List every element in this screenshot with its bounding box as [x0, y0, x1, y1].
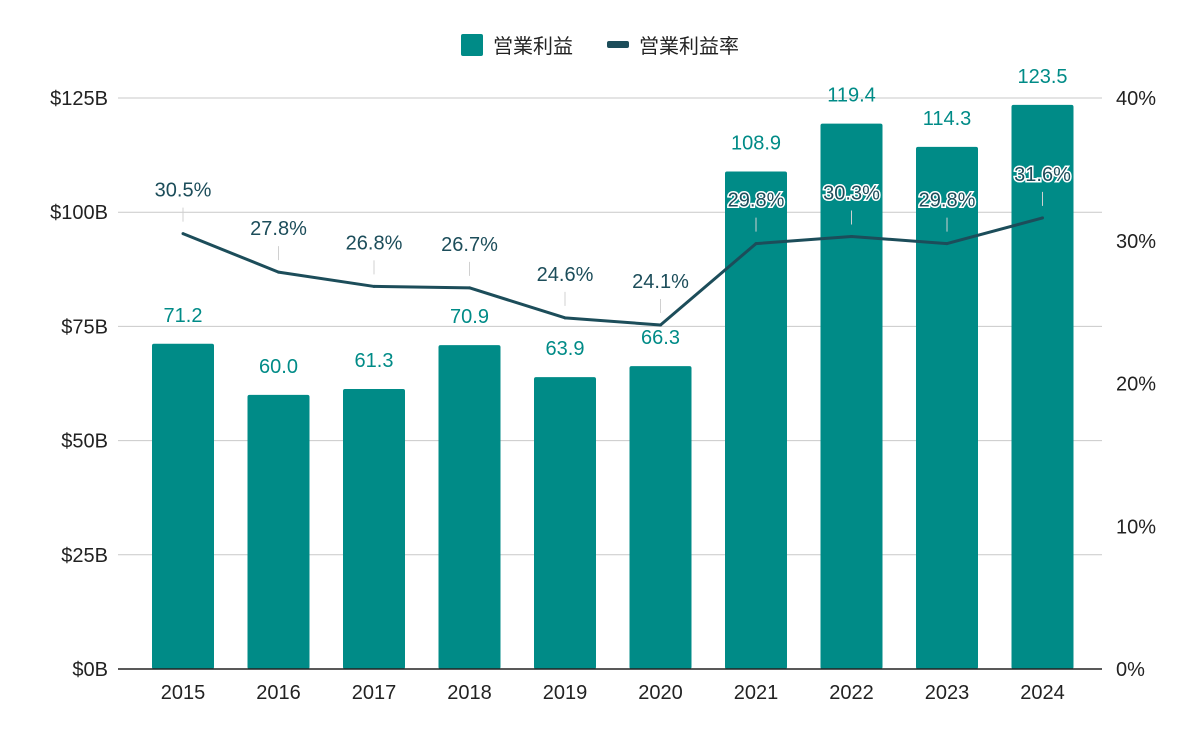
- bar-data-label: 63.9: [546, 338, 585, 360]
- bar: [916, 146, 978, 670]
- y-left-tick-label: $0B: [72, 659, 108, 681]
- line-data-label: 29.8%: [919, 190, 976, 212]
- x-tick-label: 2023: [925, 682, 970, 704]
- line-data-label: 27.8%: [250, 218, 307, 240]
- legend-item-operating-margin: 営業利益率: [607, 30, 739, 59]
- margin-point: [468, 286, 471, 290]
- bar: [152, 343, 214, 669]
- bar-data-label: 66.3: [641, 327, 680, 349]
- bar-data-label: 114.3: [923, 108, 972, 130]
- margin-point: [945, 242, 949, 246]
- x-tick-label: 2020: [638, 682, 683, 704]
- x-tick-label: 2019: [543, 682, 588, 704]
- line-data-label: 26.7%: [441, 234, 498, 256]
- x-tick-label: 2015: [161, 682, 206, 704]
- margin-point: [372, 284, 376, 288]
- margin-point: [850, 234, 853, 238]
- bar: [534, 377, 596, 669]
- margin-point: [659, 323, 662, 327]
- legend-item-operating-profit: 営業利益: [461, 30, 573, 59]
- legend: 営業利益 営業利益率: [0, 30, 1200, 59]
- x-tick-label: 2024: [1020, 682, 1065, 704]
- margin-point: [1041, 216, 1044, 220]
- bar: [438, 345, 501, 669]
- margin-point: [277, 270, 280, 274]
- y-left-tick-label: $75B: [61, 316, 108, 338]
- bar: [629, 366, 692, 669]
- margin-line: [182, 216, 1043, 327]
- x-tick-label: 2017: [352, 682, 397, 704]
- y-right-tick-label: 30%: [1116, 231, 1156, 253]
- line-data-label: 30.3%: [823, 182, 880, 204]
- legend-line-swatch: [607, 41, 629, 48]
- bar-data-label: 123.5: [1017, 66, 1067, 88]
- bar-data-label: 108.9: [731, 133, 781, 155]
- line-data-label: 24.6%: [537, 264, 594, 286]
- y-right-tick-label: 20%: [1116, 374, 1156, 396]
- legend-bar-label: 営業利益: [493, 34, 573, 58]
- bar-data-label: 119.4: [827, 85, 876, 107]
- y-left-tick-label: $100B: [50, 202, 108, 224]
- x-tick-label: 2021: [734, 682, 779, 704]
- line-data-label: 29.8%: [728, 190, 785, 212]
- y-left-tick-label: $125B: [50, 88, 108, 110]
- bar: [820, 123, 883, 669]
- bar-data-label: 61.3: [355, 350, 394, 372]
- margin-point: [563, 316, 567, 320]
- x-tick-label: 2016: [256, 682, 301, 704]
- x-tick-label: 2022: [829, 682, 874, 704]
- bar-data-label: 71.2: [164, 305, 203, 327]
- line-data-label: 24.1%: [632, 271, 689, 293]
- bar: [1011, 104, 1074, 670]
- y-left-tick-label: $50B: [61, 431, 108, 453]
- bar-data-label: 70.9: [450, 306, 489, 328]
- y-right-tick-label: 40%: [1116, 88, 1156, 110]
- margin-point: [181, 232, 185, 236]
- bar-data-label: 60.0: [259, 356, 298, 378]
- bar: [247, 394, 310, 669]
- bar: [725, 171, 787, 669]
- x-tick-label: 2018: [447, 682, 492, 704]
- legend-bar-swatch: [461, 33, 483, 56]
- y-right-tick-label: 0%: [1116, 659, 1145, 681]
- y-left-tick-label: $25B: [61, 545, 108, 567]
- line-data-label: 31.6%: [1014, 164, 1071, 186]
- legend-line-label: 営業利益率: [639, 34, 739, 58]
- line-data-label: 30.5%: [155, 180, 212, 202]
- line-data-label: 26.8%: [346, 232, 403, 254]
- y-right-tick-label: 10%: [1116, 516, 1156, 538]
- bar: [343, 388, 405, 669]
- margin-point: [754, 242, 758, 246]
